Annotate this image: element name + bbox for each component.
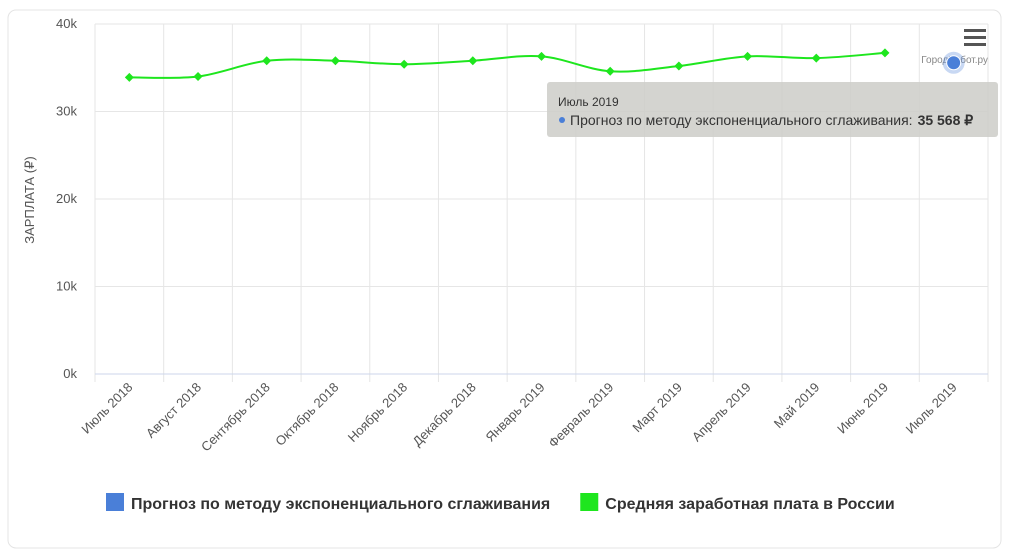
tooltip-box — [547, 82, 998, 137]
tooltip-value: 35 568 ₽ — [918, 112, 974, 128]
card — [7, 9, 1002, 549]
point — [193, 72, 203, 81]
point — [399, 59, 409, 69]
y-axis-label: ЗАРПЛАТА (₽) — [22, 156, 37, 243]
point — [605, 66, 615, 76]
point — [674, 61, 684, 71]
y-tick-label: 10k — [56, 279, 77, 294]
y-tick-label: 0k — [63, 366, 77, 381]
y-tick-label: 40k — [56, 16, 77, 31]
legend-label: Прогноз по методу экспоненциального сгла… — [131, 496, 550, 513]
series-line — [129, 51, 886, 79]
legend-swatch — [580, 493, 599, 511]
menu-bar — [964, 29, 986, 32]
tooltip-text: Прогноз по методу экспоненциального сгла… — [570, 112, 973, 128]
menu-bar — [964, 43, 986, 46]
point — [811, 53, 821, 63]
menu-icon[interactable] — [964, 29, 986, 46]
tooltip-title: Июль 2019 — [558, 95, 619, 109]
tooltip-dot — [559, 117, 565, 123]
point — [262, 56, 272, 66]
point — [330, 56, 340, 66]
point — [468, 56, 478, 66]
y-tick-label: 30k — [56, 104, 77, 119]
tooltip-label: Прогноз по методу экспоненциального сгла… — [570, 112, 913, 128]
point — [537, 51, 546, 61]
y-tick-label: 20k — [56, 191, 77, 206]
legend-swatch — [106, 493, 124, 511]
tooltip: Июль 2019 Прогноз по методу экспоненциаль… — [547, 82, 998, 137]
point — [743, 51, 753, 61]
legend-label: Средняя заработная плата в России — [605, 496, 894, 513]
point — [946, 55, 962, 71]
point — [124, 72, 134, 82]
menu-bar — [964, 36, 986, 39]
point — [880, 48, 890, 58]
